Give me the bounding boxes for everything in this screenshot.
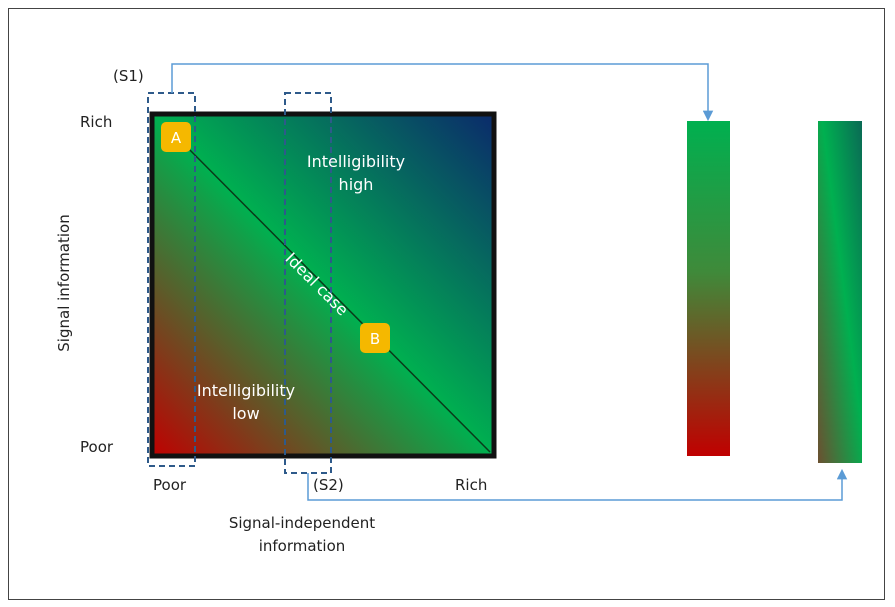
badge-a: A <box>161 122 191 152</box>
badge-b: B <box>360 323 390 353</box>
s2-dashed-box <box>284 92 332 474</box>
intelligibility-low-line2: low <box>232 404 259 423</box>
x-rich-label: Rich <box>455 476 487 494</box>
x-axis-title-line2: information <box>259 537 346 555</box>
y-rich-label: Rich <box>80 113 112 131</box>
s1-slice-bar <box>687 121 730 456</box>
y-axis-title: Signal information <box>55 214 73 351</box>
y-poor-label: Poor <box>80 438 114 456</box>
s2-arrow <box>307 468 848 501</box>
x-poor-label: Poor <box>153 476 187 494</box>
s2-slice-bar <box>818 121 862 463</box>
s1-arrow <box>171 63 714 122</box>
intelligibility-high-line1: Intelligibility <box>307 152 405 171</box>
badge-a-label: A <box>171 129 182 147</box>
s1-label: (S1) <box>113 67 144 85</box>
s2-label: (S2) <box>313 476 344 494</box>
x-axis-title-line1: Signal-independent <box>229 514 375 532</box>
intelligibility-low-line1: Intelligibility <box>197 381 295 400</box>
intelligibility-high-line2: high <box>339 175 374 194</box>
badge-b-label: B <box>370 330 380 348</box>
ideal-case-line <box>175 135 491 453</box>
